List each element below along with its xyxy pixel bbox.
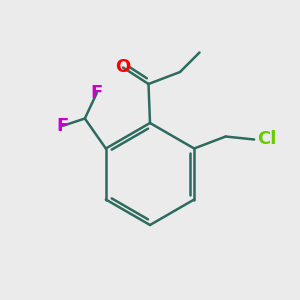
Text: F: F xyxy=(56,117,68,135)
Text: Cl: Cl xyxy=(257,130,277,148)
Text: O: O xyxy=(116,58,130,76)
Text: F: F xyxy=(91,84,103,102)
